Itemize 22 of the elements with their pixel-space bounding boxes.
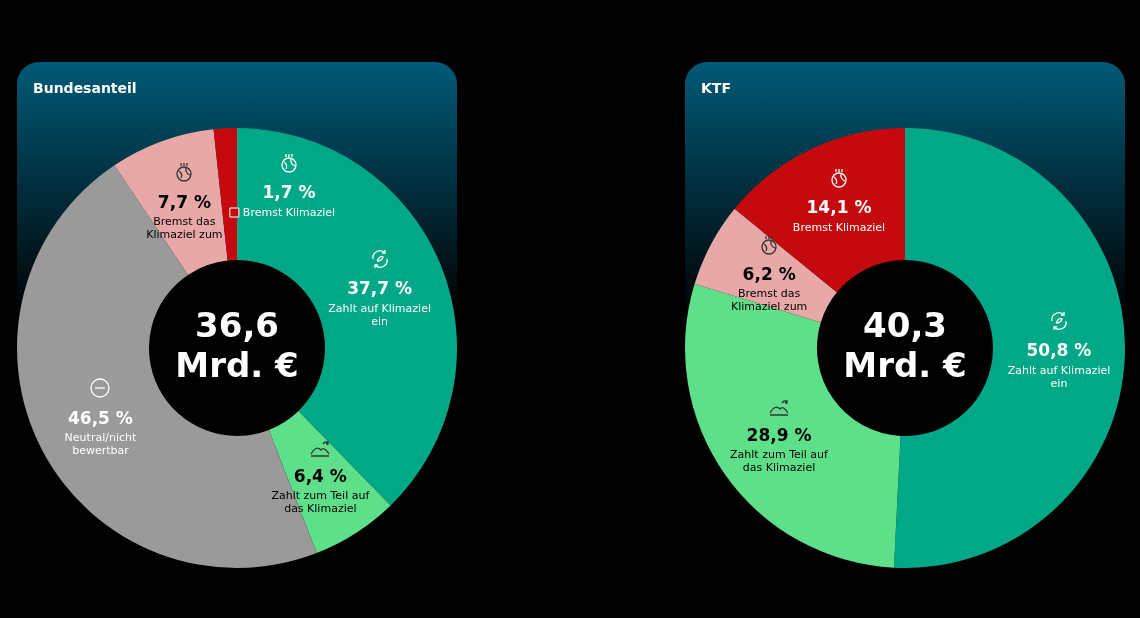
slice-label: Bremst das Klimaziel zum	[146, 215, 223, 242]
data-label: 7,7 %	[157, 191, 211, 212]
slice-label: Bremst Klimaziel	[792, 220, 886, 234]
data-label: 46,5 %	[68, 407, 133, 428]
slice-label: Zahlt auf Klimaziel ein	[1007, 363, 1111, 390]
data-label: 14,1 %	[806, 197, 872, 218]
slice-label: Neutral/nicht bewertbar	[64, 431, 137, 458]
chart-title: Bundesanteil	[33, 80, 137, 96]
data-label: 6,4 %	[293, 465, 347, 486]
data-label: 37,7 %	[347, 278, 413, 299]
data-label: 6,2 %	[742, 263, 796, 284]
data-label: 50,8 %	[1026, 340, 1092, 361]
data-label: 1,7 %	[262, 182, 316, 203]
slice-label: Zahlt auf Klimaziel ein	[328, 301, 431, 328]
slice-label: Bremst das Klimaziel zum	[730, 287, 808, 314]
text: 40,3 Mrd. €	[843, 304, 967, 385]
chart-title: KTF	[701, 80, 731, 96]
slice-label: Zahlt zum Teil auf das Klimaziel	[730, 448, 830, 475]
legend-label: Bremst Klimaziel	[242, 205, 336, 219]
data-label: 28,9 %	[746, 424, 812, 445]
slice-label: Zahlt zum Teil auf das Klimaziel	[271, 489, 371, 516]
text: 36,6 Mrd. €	[175, 304, 299, 385]
